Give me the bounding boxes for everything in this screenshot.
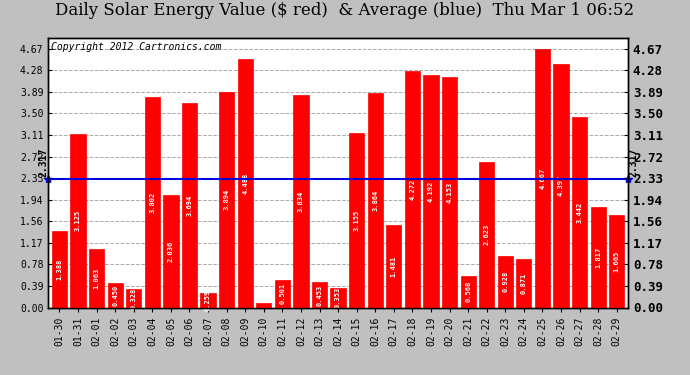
Bar — [70, 134, 86, 308]
Bar — [126, 290, 141, 308]
Bar — [145, 97, 160, 308]
Text: 3.125: 3.125 — [75, 210, 81, 231]
Bar — [535, 49, 550, 308]
Bar — [237, 58, 253, 308]
Text: 1.063: 1.063 — [94, 267, 99, 289]
Text: Daily Solar Energy Value ($ red)  & Average (blue)  Thu Mar 1 06:52: Daily Solar Energy Value ($ red) & Avera… — [55, 2, 635, 19]
Text: 3.864: 3.864 — [372, 190, 378, 211]
Text: 4.192: 4.192 — [428, 181, 434, 202]
Text: 0.928: 0.928 — [502, 271, 509, 292]
Bar — [516, 259, 531, 308]
Text: 1.817: 1.817 — [595, 246, 601, 268]
Text: 4.153: 4.153 — [446, 182, 453, 203]
Bar — [89, 249, 104, 308]
Text: 0.568: 0.568 — [465, 281, 471, 302]
Text: 3.694: 3.694 — [186, 195, 193, 216]
Text: 3.155: 3.155 — [354, 209, 359, 231]
Bar — [460, 276, 476, 308]
Text: Copyright 2012 Cartronics.com: Copyright 2012 Cartronics.com — [51, 42, 221, 51]
Bar — [275, 280, 290, 308]
Bar — [201, 293, 216, 308]
Bar — [424, 75, 439, 307]
Bar — [312, 282, 327, 308]
Bar — [497, 256, 513, 307]
Text: 4.667: 4.667 — [540, 168, 546, 189]
Bar — [609, 215, 624, 308]
Bar — [591, 207, 606, 308]
Text: 2.317: 2.317 — [39, 147, 48, 177]
Text: 4.397: 4.397 — [558, 175, 564, 196]
Text: 0.450: 0.450 — [112, 284, 118, 306]
Bar — [164, 195, 179, 308]
Bar — [256, 303, 271, 307]
Bar — [553, 64, 569, 308]
Bar — [182, 103, 197, 308]
Text: 0.259: 0.259 — [205, 290, 211, 311]
Text: 2.317: 2.317 — [629, 147, 638, 177]
Text: 3.802: 3.802 — [149, 192, 155, 213]
Bar — [52, 231, 67, 308]
Text: 2.036: 2.036 — [168, 240, 174, 262]
Text: 3.894: 3.894 — [224, 189, 230, 210]
Text: 1.665: 1.665 — [613, 251, 620, 272]
Bar — [405, 70, 420, 308]
Text: 4.272: 4.272 — [409, 178, 415, 200]
Text: 2.623: 2.623 — [484, 224, 490, 245]
Text: 1.388: 1.388 — [57, 258, 63, 280]
Text: 4.488: 4.488 — [242, 172, 248, 194]
Bar — [108, 282, 123, 308]
Bar — [331, 288, 346, 308]
Bar — [368, 93, 383, 308]
Text: 3.442: 3.442 — [577, 201, 582, 223]
Text: 0.501: 0.501 — [279, 283, 286, 304]
Text: 0.871: 0.871 — [521, 273, 527, 294]
Text: 0.353: 0.353 — [335, 287, 341, 308]
Text: 0.328: 0.328 — [130, 288, 137, 309]
Bar — [572, 117, 587, 308]
Text: 1.481: 1.481 — [391, 256, 397, 277]
Bar — [293, 95, 308, 308]
Bar — [479, 162, 494, 308]
Bar — [442, 77, 457, 308]
Bar — [349, 133, 364, 308]
Text: 3.834: 3.834 — [298, 190, 304, 212]
Bar — [386, 225, 402, 308]
Bar — [219, 92, 235, 308]
Text: 0.453: 0.453 — [317, 284, 322, 306]
